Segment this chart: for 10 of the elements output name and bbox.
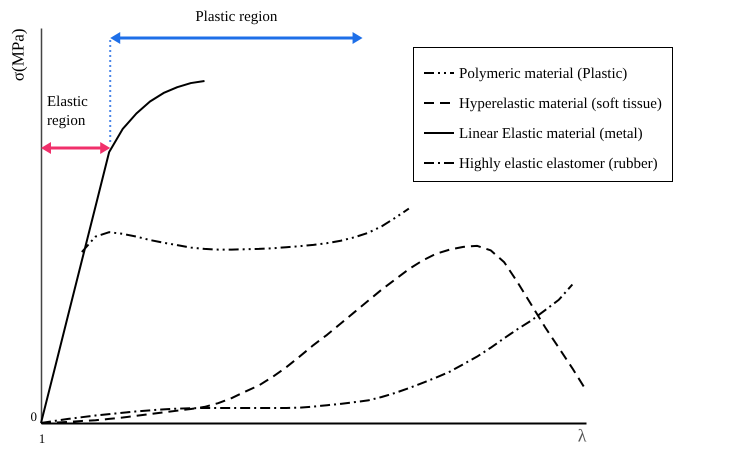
legend-label: Hyperelastic material (soft tissue) [459,96,662,112]
legend-label: Polymeric material (Plastic) [459,66,628,82]
x-axis-title: λ [578,426,587,446]
text: 1 [38,430,46,448]
y-axis-title: σ(MPa) [8,28,28,82]
text: 0 [30,408,37,426]
text: Plastic region [194,8,278,27]
legend-label: Linear Elastic material (metal) [459,126,643,142]
annotation: Elastic region [47,93,89,131]
legend-label: Highly elastic elastomer (rubber) [459,156,658,172]
